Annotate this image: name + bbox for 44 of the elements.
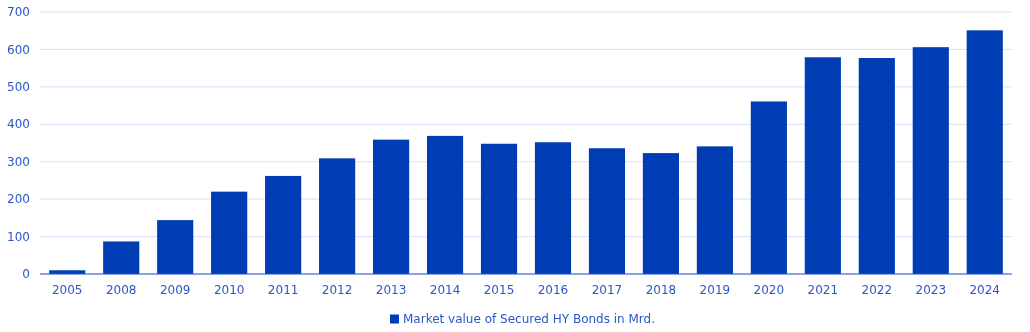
bar	[426, 135, 464, 274]
bar	[912, 47, 949, 274]
x-tick-label: 2024	[969, 283, 1001, 297]
bar	[319, 158, 356, 274]
y-tick-label: 300	[7, 154, 30, 169]
x-tick-label: 2008	[105, 283, 137, 297]
x-tick-label: 2021	[807, 283, 839, 297]
y-tick-label: 200	[7, 192, 30, 207]
x-tick-label: 2014	[429, 283, 461, 297]
x-tick-label: 2013	[375, 283, 407, 297]
x-tick-label: 2022	[861, 283, 893, 297]
bar	[696, 146, 733, 274]
x-tick-label: 2016	[537, 283, 569, 297]
x-tick-label: 2018	[645, 283, 677, 297]
bar	[588, 148, 626, 274]
y-tick-label: 100	[7, 229, 30, 244]
y-tick-label: 600	[7, 42, 30, 57]
legend-label: Market value of Secured HY Bonds in Mrd.	[403, 312, 656, 327]
y-tick-label: 400	[7, 117, 30, 132]
x-tick-label: 2015	[483, 283, 515, 297]
x-tick-label: 2017	[591, 283, 623, 297]
bar	[966, 30, 1003, 274]
x-tick-label: 2009	[159, 283, 191, 297]
bar	[103, 241, 140, 274]
bar	[373, 139, 410, 274]
bar	[804, 57, 841, 274]
y-tick-label: 0	[22, 267, 30, 282]
x-tick-label: 2010	[213, 283, 245, 297]
x-tick-label: 2011	[267, 283, 299, 297]
bar	[211, 191, 248, 274]
bar	[858, 58, 895, 274]
x-tick-label: 2020	[753, 283, 785, 297]
y-tick-label: 700	[7, 5, 30, 20]
x-tick-label: 2005	[51, 283, 83, 297]
bar	[157, 220, 194, 274]
x-tick-label: 2012	[321, 283, 353, 297]
bar	[480, 143, 518, 274]
bar	[750, 101, 787, 274]
bar	[265, 175, 302, 274]
y-tick-label: 500	[7, 80, 30, 95]
x-tick-label: 2019	[699, 283, 731, 297]
bar	[642, 153, 679, 274]
bar	[534, 142, 572, 274]
x-tick-label: 2023	[915, 283, 947, 297]
